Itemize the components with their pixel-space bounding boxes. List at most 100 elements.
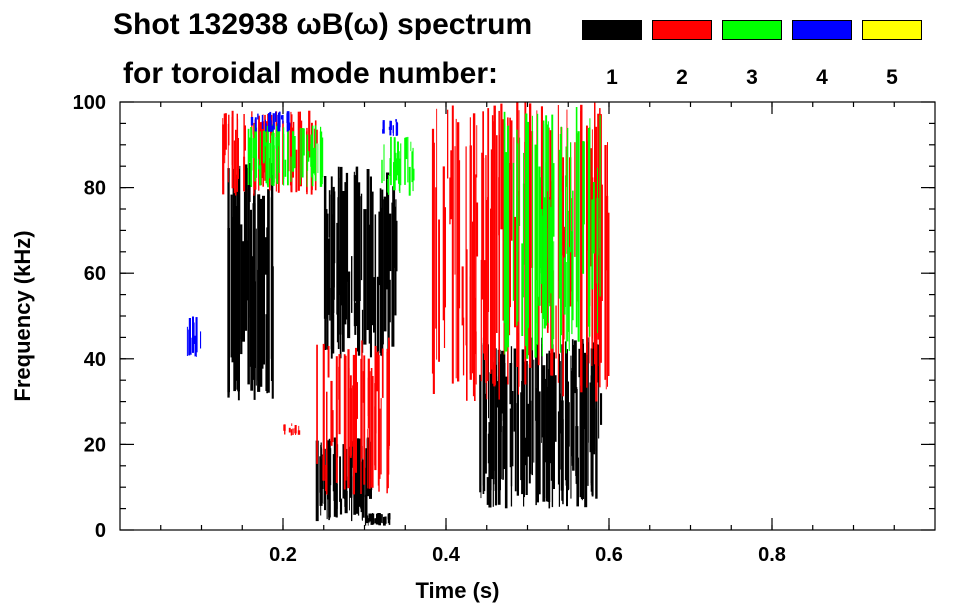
spectrum-mark [388,279,391,323]
spectrum-mark [480,259,482,382]
spectrum-mark [592,182,595,254]
spectrum-mark [272,145,275,183]
spectrum-mark [291,423,293,426]
spectrum-mark [282,114,284,124]
spectrum-mark [519,137,521,226]
spectrum-mark [255,228,257,386]
spectrum-mark [288,123,290,131]
spectrum-mark [272,113,275,130]
legend-swatch-mode-1 [582,20,642,40]
spectrum-mark [275,173,277,192]
legend-label-mode-4: 4 [816,66,828,89]
y-tick-label: 100 [73,92,106,114]
spectrum-mark [290,429,293,436]
spectrum-mark [302,128,305,156]
spectrum-mark [367,428,369,489]
spectrum-mark [480,407,482,499]
spectrum-mark [529,103,532,368]
spectrum-mark [354,302,357,335]
spectrum-mark [388,337,390,450]
spectrum-mark [330,380,333,446]
spectrum-mark [378,408,381,479]
spectrum-mark [578,348,582,378]
y-tick-label: 80 [84,178,106,200]
spectrum-mark [311,125,314,187]
spectrum-mark [369,236,372,332]
spectrum-mark [607,142,608,387]
spectrum-mark [316,344,318,464]
axis-ticks: 0.2 0.4 0.6 0.8 0 20 40 60 80 100 [73,92,935,566]
spectrum-mark [576,457,579,507]
spectrum-mark [227,123,229,183]
spectrum-mark [549,199,551,307]
spectrum-mark [280,115,283,120]
spectrum-region-mode-2-6 [316,337,390,495]
spectrum-mark [388,126,390,130]
spectrum-mark [466,249,468,401]
spectrum-mark [545,378,547,463]
spectrum-mark [275,137,278,149]
spectrum-mark [545,228,548,326]
spectrum-mark [355,438,359,514]
spectrum-mark [298,425,300,431]
spectrum-mark [379,188,382,353]
spectrum-mark [499,354,502,480]
spectrum-mark [560,400,564,491]
spectrum-mark [393,137,396,191]
spectrum-mark [251,134,253,171]
spectrum-mark [390,136,392,186]
spectrum-mark [373,277,376,333]
spectrum-mark [535,346,537,421]
spectrum-region-mode-4-14 [382,119,399,136]
spectrum-mark [374,214,377,353]
spectrum-mark [378,211,380,286]
spectrum-mark [344,490,348,514]
spectrum-mark [545,115,548,258]
spectrum-mark [264,130,266,147]
spectrum-mark [451,105,454,384]
spectrum-mark [246,240,249,301]
spectrum-mark [551,114,554,349]
spectrum-mark [228,114,230,146]
spectrum-mark [383,144,385,181]
spectrum-mark [454,146,456,275]
spectrum-mark [362,459,365,518]
spectrum-mark [565,146,567,187]
spectrum-mark [557,411,560,485]
spectrum-mark [479,374,482,493]
legend-swatch-mode-3 [722,20,782,40]
spectrum-mark [581,408,585,499]
spectrum-mark [363,355,366,485]
spectrum-mark [384,516,387,524]
spectrum-mark [509,210,511,308]
spectrum-mark [277,123,280,193]
spectrum-mark [294,428,297,434]
spectrum-region-mode-1-3 [364,513,391,526]
spectrum-mark [549,207,552,294]
spectrum-mark [353,175,357,302]
spectrum-mark [504,123,506,355]
spectrum-mark [320,447,322,476]
spectrum-mark [531,337,533,476]
spectrum-mark [259,131,261,180]
spectrum-mark [287,136,289,161]
spectrum-mark [249,137,251,162]
spectrum-mark [501,350,504,414]
spectrum-mark [600,393,603,425]
spectrum-mark [224,114,226,164]
spectrum-mark [254,281,257,368]
spectrum-mark [339,456,341,502]
spectrum-mark [351,256,353,313]
spectrum-mark [498,134,500,400]
spectrum-mark [534,313,536,355]
spectrum-mark [410,141,412,152]
spectrum-mark [546,124,549,192]
spectrum-mark [319,131,323,187]
spectrum-mark [234,312,236,385]
spectrum-mark [257,269,261,392]
spectrum-mark [381,514,383,524]
spectrum-mark [557,105,559,383]
spectrum-mark [275,111,277,122]
spectrum-mark [308,110,311,158]
spectrum-mark [488,344,489,419]
